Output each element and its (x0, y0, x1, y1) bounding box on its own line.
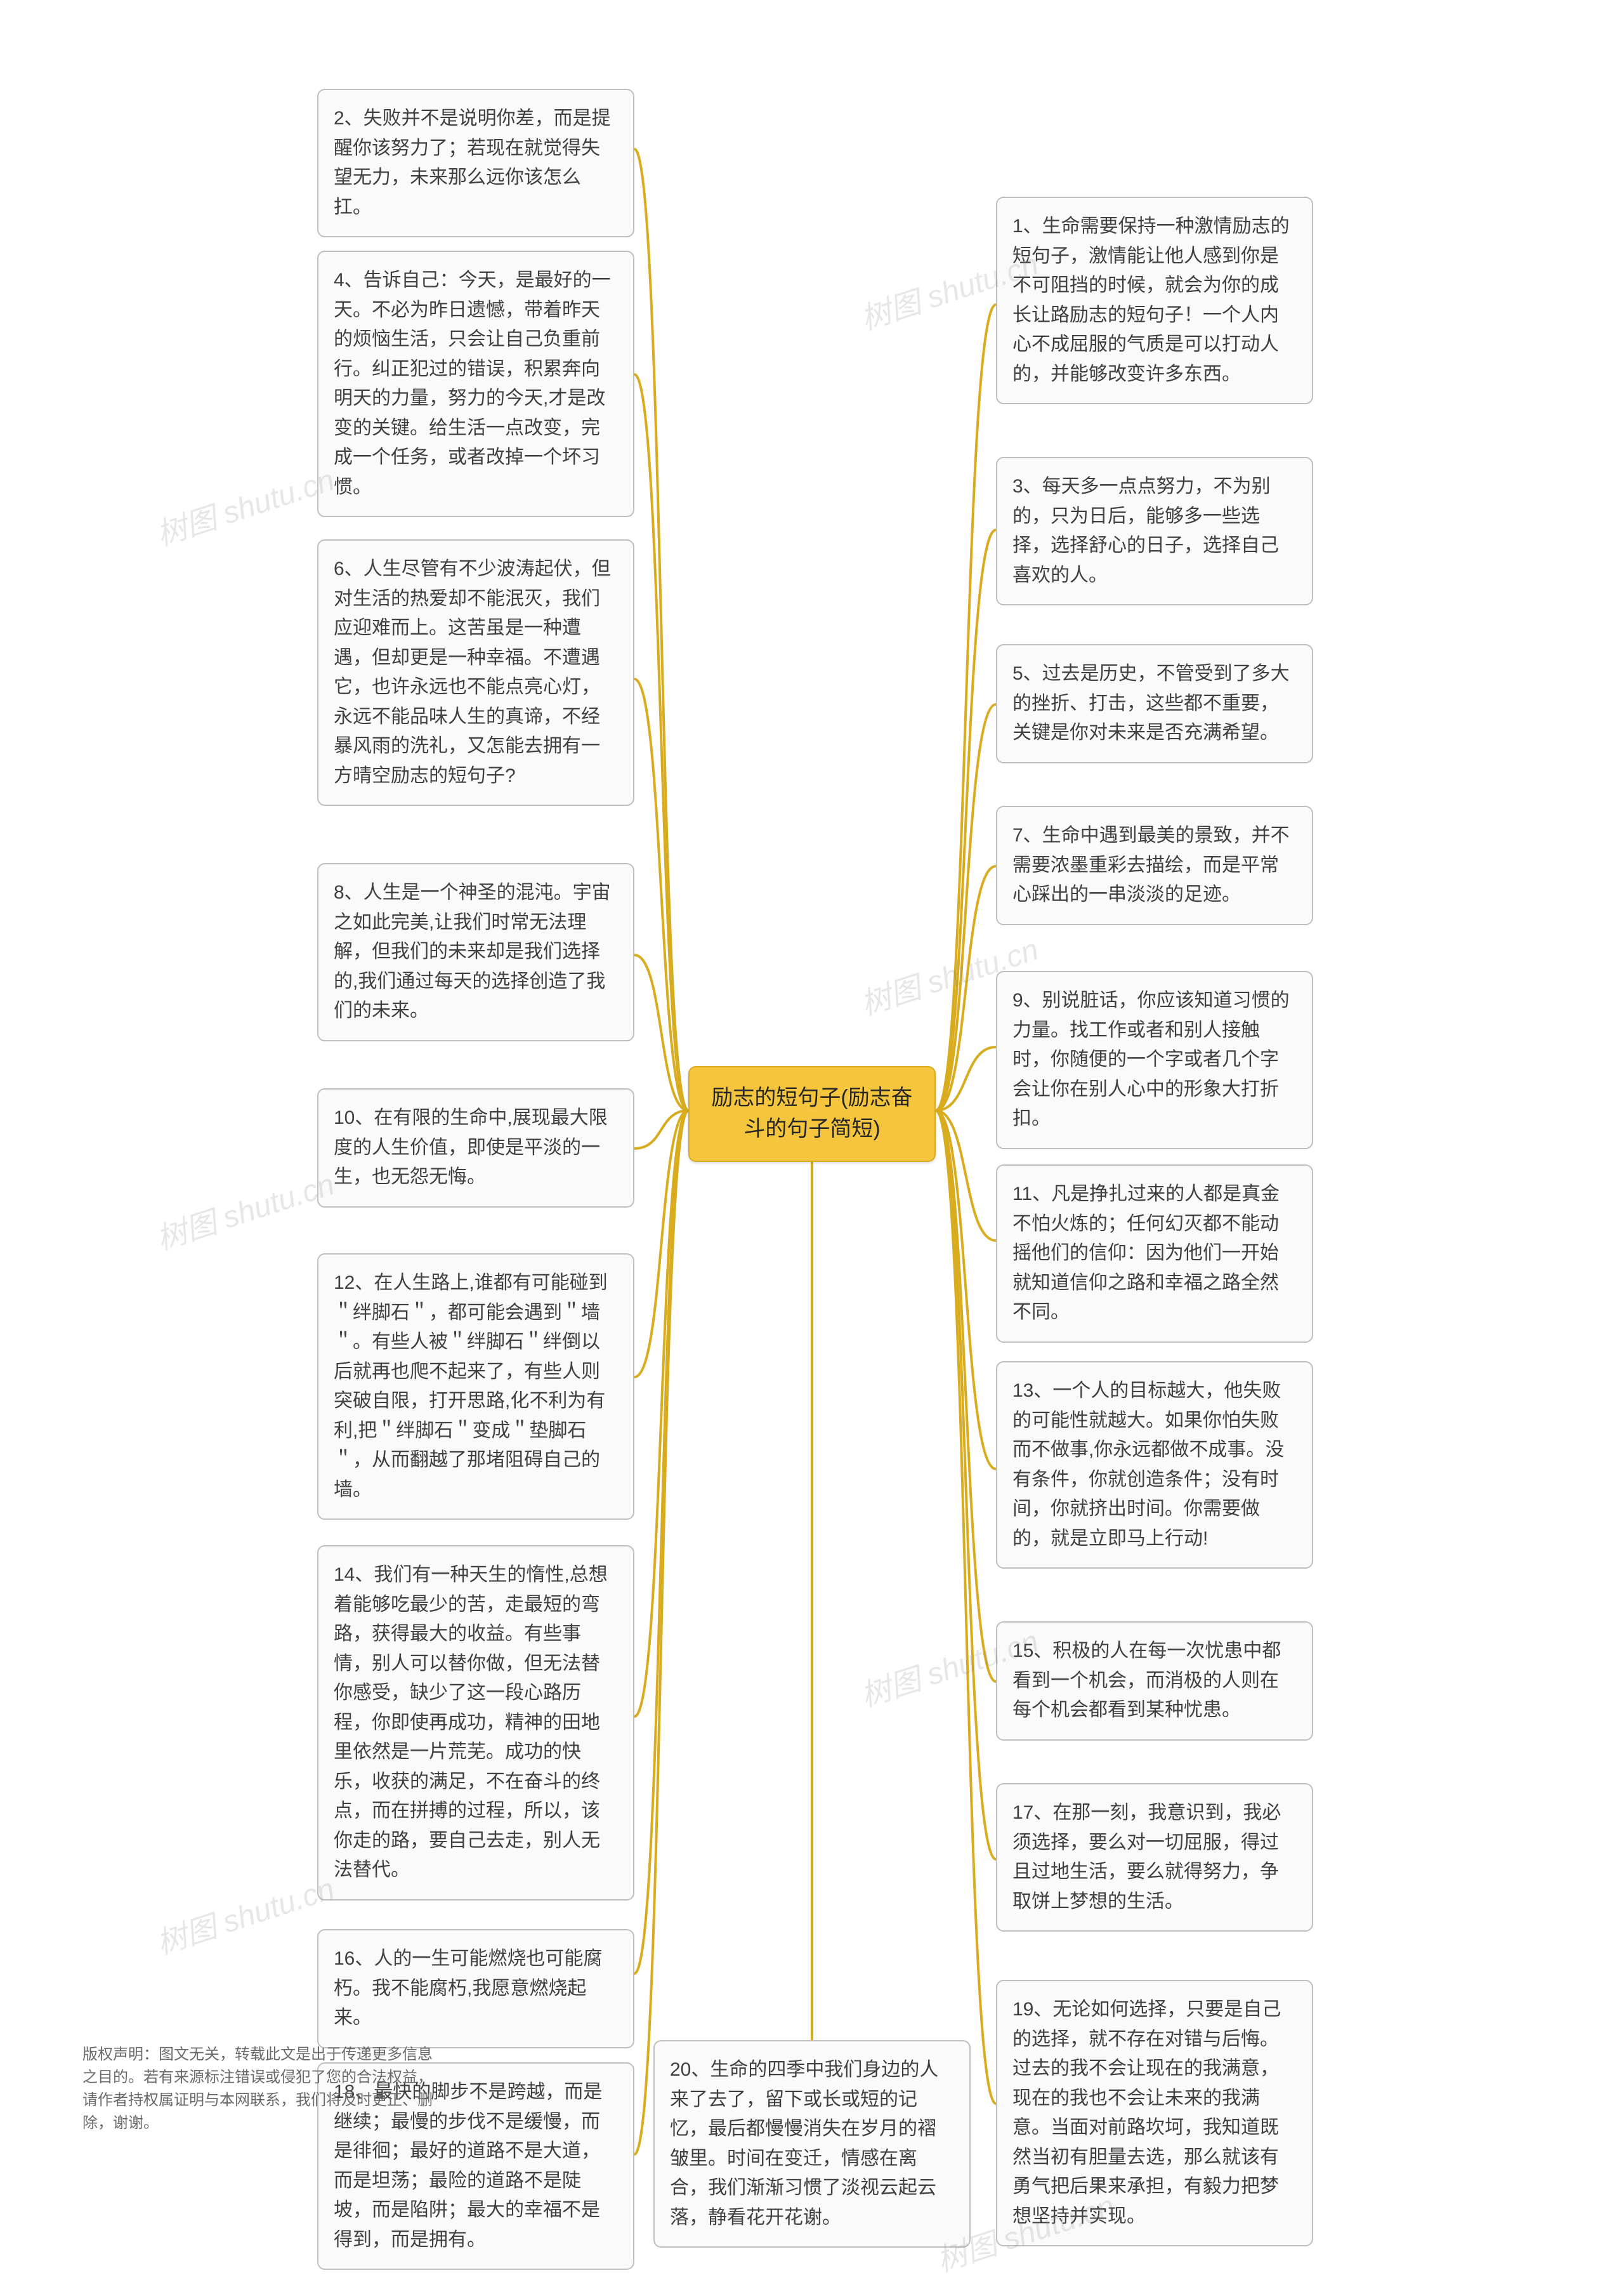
leaf-node: 16、人的一生可能燃烧也可能腐朽。我不能腐朽,我愿意燃烧起来。 (317, 1929, 634, 2048)
connector (936, 866, 996, 1110)
connector (634, 679, 688, 1110)
connector (936, 1110, 996, 2104)
connector (634, 1110, 688, 1149)
connector (936, 530, 996, 1110)
leaf-node: 19、无论如何选择，只要是自己的选择，就不存在对错与后悔。过去的我不会让现在的我… (996, 1980, 1313, 2246)
leaf-node: 3、每天多一点点努力，不为别的，只为日后，能够多一些选择，选择舒心的日子，选择自… (996, 457, 1313, 605)
mindmap-canvas: 励志的短句子(励志奋斗的句子简短) 2、失败并不是说明你差，而是提醒你该努力了；若… (0, 0, 1624, 2262)
connector (634, 1110, 688, 1377)
center-node: 励志的短句子(励志奋斗的句子简短) (688, 1066, 936, 1162)
leaf-node: 10、在有限的生命中,展现最大限度的人生价值，即使是平淡的一生，也无怨无悔。 (317, 1088, 634, 1208)
connector (634, 1110, 688, 1717)
connector (936, 1110, 996, 1469)
leaf-node: 17、在那一刻，我意识到，我必须选择，要么对一切屈服，得过且过地生活，要么就得努… (996, 1783, 1313, 1932)
connector (936, 1047, 996, 1110)
connector (634, 374, 688, 1110)
leaf-node: 8、人生是一个神圣的混沌。宇宙之如此完美,让我们时常无法理解，但我们的未来却是我… (317, 863, 634, 1041)
leaf-node: 15、积极的人在每一次忧患中都看到一个机会，而消极的人则在每个机会都看到某种忧患… (996, 1621, 1313, 1741)
copyright-notice: 版权声明：图文无关，转载此文是出于传递更多信息之目的。若有来源标注错误或侵犯了您… (82, 2043, 438, 2135)
leaf-node: 6、人生尽管有不少波涛起伏，但对生活的热爱却不能泯灭，我们应迎难而上。这苦虽是一… (317, 539, 634, 806)
connector (936, 305, 996, 1110)
connector (634, 955, 688, 1110)
leaf-node: 1、生命需要保持一种激情励志的短句子，激情能让他人感到你是不可阻挡的时候，就会为… (996, 197, 1313, 404)
connector (634, 149, 688, 1110)
watermark: 树图 shutu.cn (150, 1864, 339, 1963)
leaf-node: 7、生命中遇到最美的景致，并不需要浓墨重彩去描绘，而是平常心踩出的一串淡淡的足迹… (996, 806, 1313, 925)
leaf-node: 20、生命的四季中我们身边的人来了去了，留下或长或短的记忆，最后都慢慢消失在岁月… (653, 2040, 971, 2248)
leaf-node: 9、别说脏话，你应该知道习惯的力量。找工作或者和别人接触时，你随便的一个字或者几… (996, 971, 1313, 1149)
connector (936, 704, 996, 1110)
leaf-node: 12、在人生路上,谁都有可能碰到＂绊脚石＂，都可能会遇到＂墙＂。有些人被＂绊脚石… (317, 1253, 634, 1520)
watermark: 树图 shutu.cn (150, 455, 339, 554)
leaf-node: 11、凡是挣扎过来的人都是真金不怕火炼的；任何幻灭都不能动摇他们的信仰：因为他们… (996, 1164, 1313, 1343)
leaf-node: 2、失败并不是说明你差，而是提醒你该努力了；若现在就觉得失望无力，未来那么远你该… (317, 89, 634, 237)
connector (634, 1110, 688, 2154)
leaf-node: 13、一个人的目标越大，他失败的可能性就越大。如果你怕失败而不做事,你永远都做不… (996, 1361, 1313, 1569)
leaf-node: 4、告诉自己：今天，是最好的一天。不必为昨日遗憾，带着昨天的烦恼生活，只会让自己… (317, 251, 634, 517)
connector (936, 1110, 996, 1241)
connector (936, 1110, 996, 1682)
watermark: 树图 shutu.cn (150, 1159, 339, 1258)
leaf-node: 14、我们有一种天生的惰性,总想着能够吃最少的苦，走最短的弯路，获得最大的收益。… (317, 1545, 634, 1901)
leaf-node: 5、过去是历史，不管受到了多大的挫折、打击，这些都不重要，关键是你对未来是否充满… (996, 644, 1313, 763)
connector (634, 1110, 688, 1974)
connector (936, 1110, 996, 1859)
